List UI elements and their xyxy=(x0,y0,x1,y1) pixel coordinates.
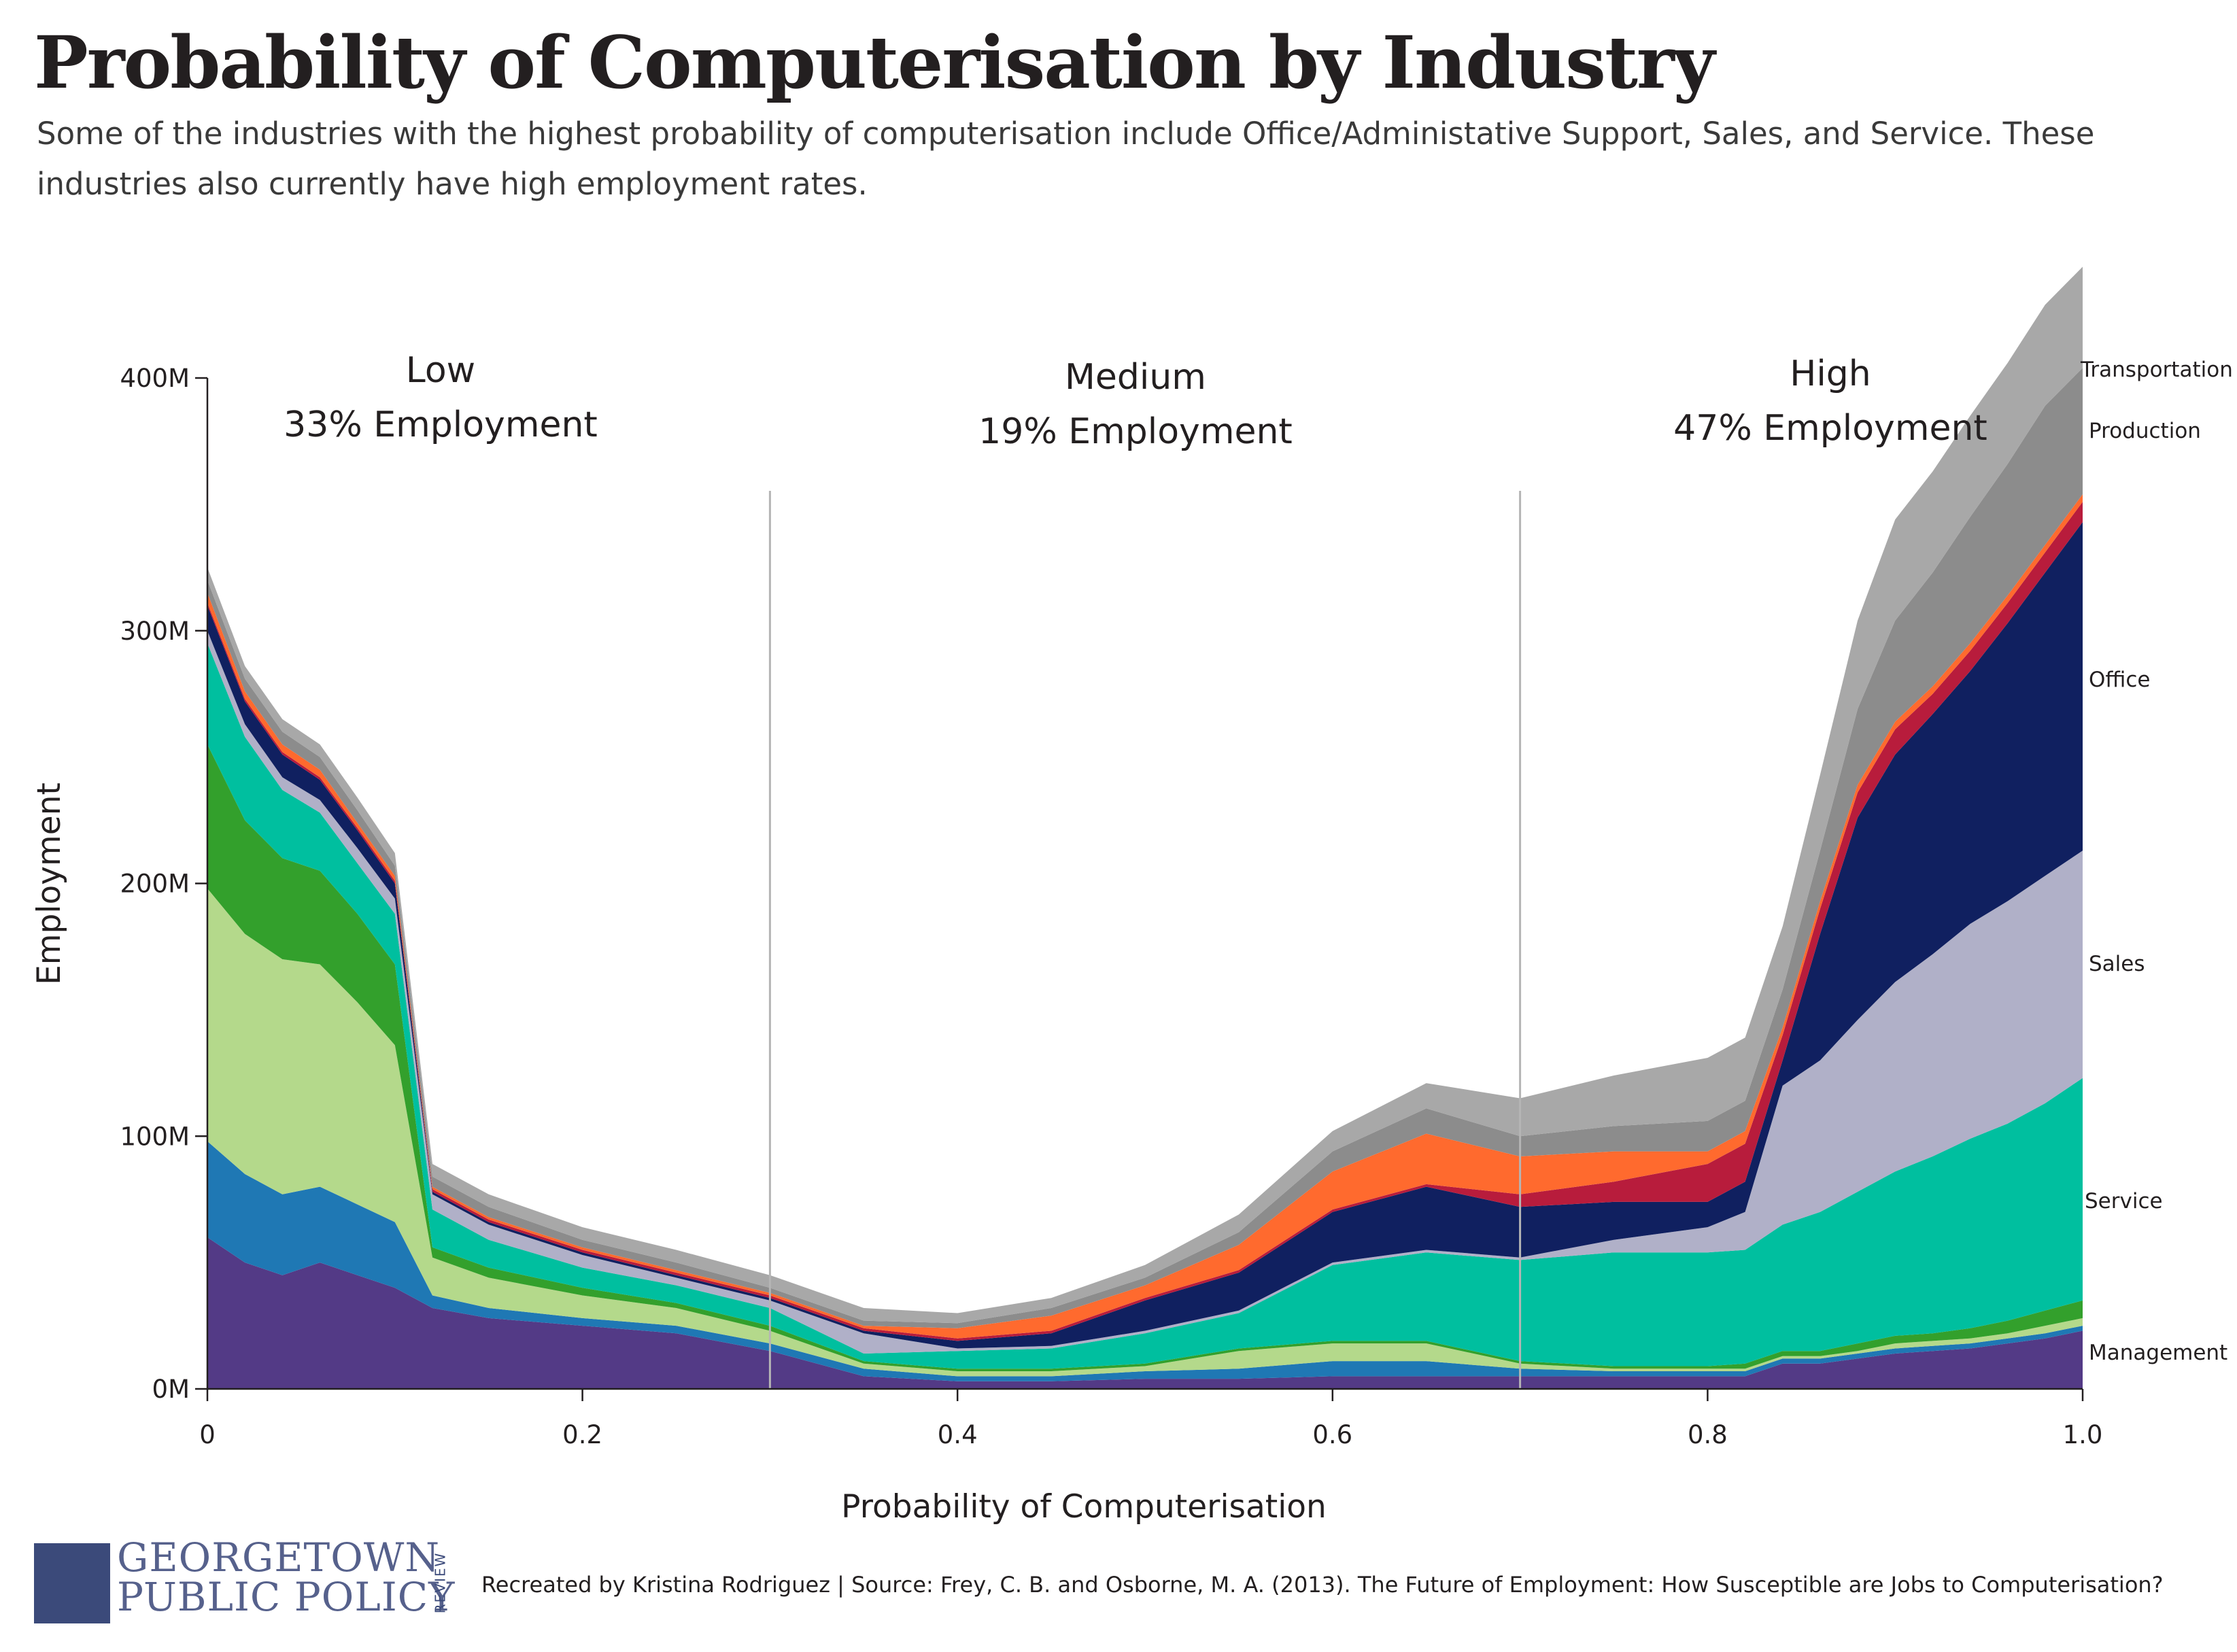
logo-line-1: GEORGETOWN xyxy=(117,1534,441,1581)
chart-labels: Low 33% Employment Medium 19% Employment Hig… xyxy=(284,350,2233,1365)
series-label-production: Production xyxy=(2089,419,2201,443)
logo-line-2: PUBLIC POLICY xyxy=(117,1574,456,1620)
y-axis-title: Employment xyxy=(31,782,68,985)
x-tick-label: 1.0 xyxy=(2063,1420,2103,1449)
georgetown-seal-logo xyxy=(34,1543,110,1623)
y-tick-label: 100M xyxy=(120,1122,190,1151)
region-employment-low: 33% Employment xyxy=(284,405,598,445)
area-layers xyxy=(207,266,2083,1389)
y-tick-label: 300M xyxy=(120,617,190,646)
logo-review-tag: REVIEW xyxy=(432,1549,460,1623)
page-subtitle: Some of the industries with the highest … xyxy=(37,116,2095,202)
publisher-logo-text: GEORGETOWN PUBLIC POLICY xyxy=(117,1538,455,1617)
region-boundaries xyxy=(768,491,1522,1389)
area-service xyxy=(207,643,2083,1369)
x-tick-label: 0 xyxy=(199,1420,216,1449)
x-axis-title: Probability of Computerisation xyxy=(841,1488,1327,1526)
series-label-management: Management xyxy=(2089,1341,2227,1365)
x-tick-label: 0.6 xyxy=(1312,1420,1352,1449)
series-label-sales: Sales xyxy=(2089,952,2145,976)
series-label-transportation: Transportation xyxy=(2080,358,2233,382)
x-tick-label: 0.2 xyxy=(562,1420,602,1449)
region-employment-high: 47% Employment xyxy=(1673,408,1987,449)
region-employment-medium: 19% Employment xyxy=(978,411,1293,452)
stacked-area-chart: 0M 100M 200M 300M 400M 0 0.2 0.4 0.6 0.8 1.0 Probab… xyxy=(31,266,2233,1526)
region-name-low: Low xyxy=(406,350,475,391)
series-label-office: Office xyxy=(2089,668,2151,692)
page-title: Probability of Computerisation by Indust… xyxy=(34,20,1715,105)
y-tick-label: 0M xyxy=(152,1375,190,1404)
series-label-service: Service xyxy=(2085,1189,2163,1214)
logo-review-text: REVIEW xyxy=(432,1551,449,1614)
x-tick-label: 0.8 xyxy=(1688,1420,1728,1449)
source-credit: Recreated by Kristina Rodriguez | Source… xyxy=(481,1572,2164,1598)
y-tick-label: 400M xyxy=(120,364,190,393)
area-management xyxy=(207,1237,2083,1389)
x-tick-label: 0.4 xyxy=(938,1420,978,1449)
axes: 0M 100M 200M 300M 400M 0 0.2 0.4 0.6 0.8 1.0 Probab… xyxy=(31,364,2102,1526)
region-name-high: High xyxy=(1790,354,1871,394)
region-name-medium: Medium xyxy=(1065,357,1206,398)
y-tick-label: 200M xyxy=(120,870,190,899)
